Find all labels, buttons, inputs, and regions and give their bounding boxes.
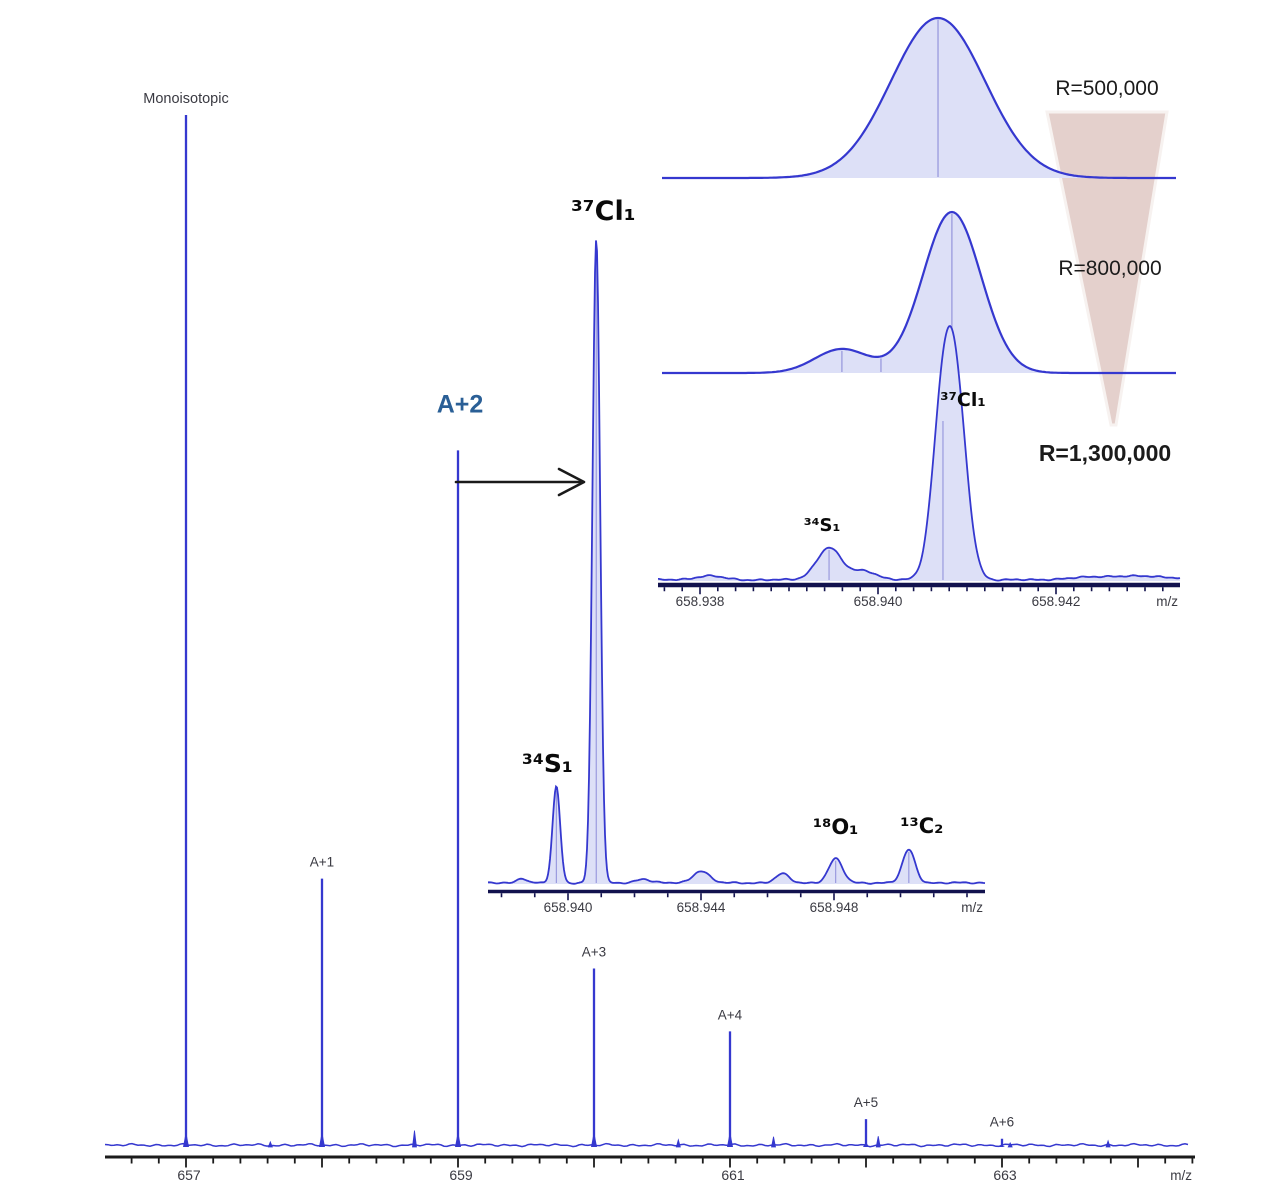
peak-label: Monoisotopic xyxy=(143,91,228,107)
tick-label: 661 xyxy=(721,1167,745,1183)
tick-label: 658.944 xyxy=(677,900,726,915)
resolution-funnel-shape xyxy=(1045,110,1169,427)
isotope-peak-label: ³⁷Cl₁ xyxy=(940,389,985,411)
noise-trace xyxy=(104,1142,1189,1148)
profile-trace xyxy=(662,16,1176,180)
a2-zoom-arrow xyxy=(454,467,586,497)
profile-trace xyxy=(662,210,1176,375)
r500k-label: R=500,000 xyxy=(1055,77,1158,100)
profile-fill xyxy=(662,212,1176,373)
tick-label: 658.942 xyxy=(1032,594,1081,609)
peak-foot xyxy=(727,1131,733,1147)
minor-peak xyxy=(267,1140,273,1148)
tick-label: 658.938 xyxy=(676,594,725,609)
isotope-peak-label: ¹³C₂ xyxy=(900,814,943,838)
peak-label: A+5 xyxy=(854,1095,878,1110)
peak-label: A+1 xyxy=(310,855,334,870)
tick-label: 659 xyxy=(449,1167,473,1183)
peak-foot xyxy=(863,1141,869,1147)
isotope-peak-label: ³⁷Cl₁ xyxy=(571,196,636,227)
tick-label: 663 xyxy=(993,1167,1017,1183)
arrow-head xyxy=(557,467,586,497)
r800k-label: R=800,000 xyxy=(1058,257,1161,280)
peak-label: A+3 xyxy=(582,944,606,959)
isotope-peak-label: ³⁴S₁ xyxy=(804,515,841,536)
isotope-peak-label: ¹⁸O₁ xyxy=(813,815,858,839)
minor-peak xyxy=(771,1136,777,1148)
profile-fill xyxy=(662,18,1176,178)
minor-peak xyxy=(412,1130,417,1148)
isotope-peak-label: ³⁴S₁ xyxy=(522,749,573,778)
peak-label: A+6 xyxy=(990,1115,1014,1130)
inset-trace xyxy=(658,324,1181,582)
zoom-inset-r1300k-panel: 658.938 658.940 658.942 m/z ³⁴S₁ ³⁷Cl₁ xyxy=(658,324,1181,609)
a2-peak-label: A+2 xyxy=(437,390,484,418)
r1300k-label: R=1,300,000 xyxy=(1039,440,1171,466)
mz-axis-label: m/z xyxy=(1170,1168,1192,1183)
zoom-inset-a2-panel: 658.940 658.944 658.948 m/z ³⁴S₁ ³⁷Cl₁ ¹⁸O₁ ¹³C… xyxy=(488,196,986,915)
minor-peak xyxy=(875,1136,881,1148)
tick-label: 658.948 xyxy=(810,900,859,915)
peak-foot xyxy=(319,1131,325,1147)
tick-label: 657 xyxy=(177,1167,201,1183)
minor-peak xyxy=(1007,1141,1013,1148)
main-spectrum-panel: Monoisotopic A+1 A+2 A+3 A+4 A+5 A+6 657 659 661 6… xyxy=(104,91,1195,1183)
mz-axis-label: m/z xyxy=(961,900,983,915)
peak-foot xyxy=(999,1145,1005,1147)
mz-axis-label: m/z xyxy=(1156,594,1178,609)
peak-foot xyxy=(591,1131,597,1147)
profile-r500k-panel xyxy=(662,16,1176,180)
tick-label: 658.940 xyxy=(854,594,903,609)
peak-label: A+4 xyxy=(718,1007,743,1022)
minor-peak xyxy=(675,1138,681,1148)
inset-trace xyxy=(488,240,986,885)
peak-foot xyxy=(455,1131,461,1147)
minor-peak xyxy=(1105,1139,1111,1148)
peak-foot xyxy=(183,1131,189,1147)
tick-label: 658.940 xyxy=(544,900,593,915)
